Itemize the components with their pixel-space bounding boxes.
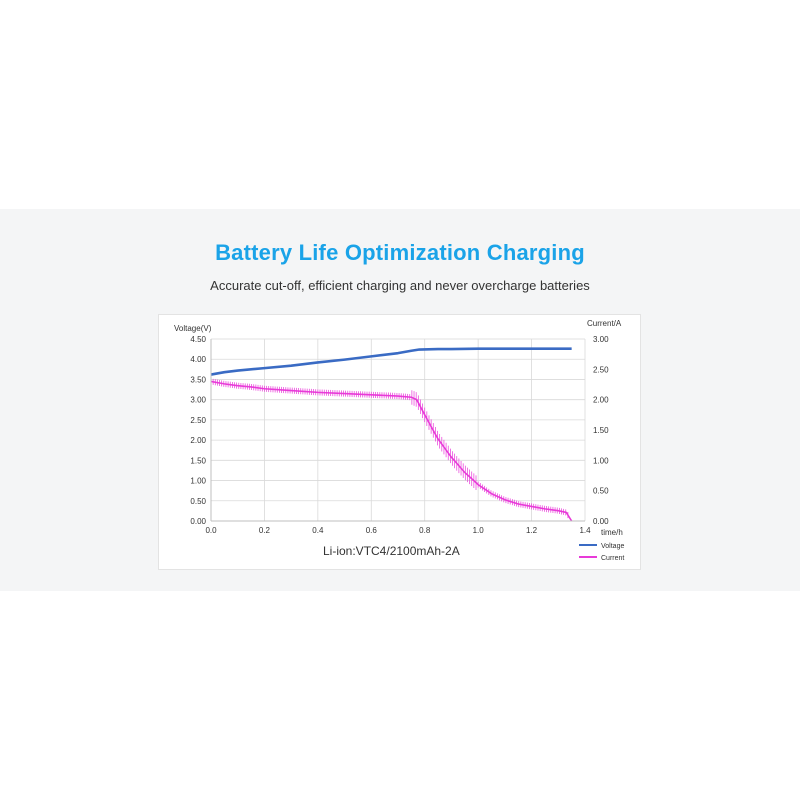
y-right-tick-label: 0.00 [593,517,609,526]
x-tick-label: 1.4 [579,526,591,535]
y-right-tick-label: 1.50 [593,426,609,435]
legend: Voltage Current [579,543,624,562]
legend-voltage-label: Voltage [601,543,624,550]
y-left-tick-label: 0.50 [190,497,206,506]
y-right-tick-label: 2.00 [593,396,609,405]
y-left-tick-label: 4.00 [190,355,206,364]
grid [210,338,586,522]
y-right-axis-label: Current/A [587,319,622,328]
x-tick-label: 0.6 [366,526,378,535]
series-voltage-line [210,347,572,376]
y-right-tick-label: 0.50 [593,487,609,496]
x-tick-label: 0.0 [205,526,217,535]
y-left-tick-label: 1.50 [190,456,206,465]
y-left-tick-label: 3.50 [190,375,206,384]
x-tick-label: 1.0 [473,526,485,535]
x-axis-label: time/h [601,528,623,537]
y-left-tick-label: 1.00 [190,477,206,486]
axes: 0.0 0.2 0.4 0.6 0.8 1.0 1.2 1.40.000.501.001.50… [190,335,609,535]
page-title: Battery Life Optimization Charging [215,240,585,265]
y-right-tick-label: 2.50 [593,365,609,374]
x-tick-label: 1.2 [526,526,538,535]
chart-card: 0.0 0.2 0.4 0.6 0.8 1.0 1.2 1.4 0.00 0.50 1.00 1.50… [158,314,641,570]
y-left-tick-label: 0.00 [190,517,206,526]
y-right-tick-label: 3.00 [593,335,609,344]
series-layer [210,347,573,522]
y-left-axis-label: Voltage(V) [174,324,212,333]
y-left-tick-label: 2.50 [190,416,206,425]
y-left-tick-label: 2.00 [190,436,206,445]
x-tick-label: 0.2 [259,526,271,535]
y-left-tick-label: 4.50 [190,335,206,344]
legend-current-label: Current [601,555,624,562]
y-left-tick-label: 3.00 [190,396,206,405]
chart-caption: Li-ion:VTC4/2100mAh-2A [323,544,460,558]
x-tick-label: 0.8 [419,526,431,535]
x-tick-label: 0.4 [312,526,324,535]
y-right-tick-label: 1.00 [593,456,609,465]
charging-chart: 0.0 0.2 0.4 0.6 0.8 1.0 1.2 1.40.000.501.001.50… [174,319,624,562]
series-current-line [210,380,573,522]
page-subtitle: Accurate cut-off, efficient charging and… [210,278,590,293]
